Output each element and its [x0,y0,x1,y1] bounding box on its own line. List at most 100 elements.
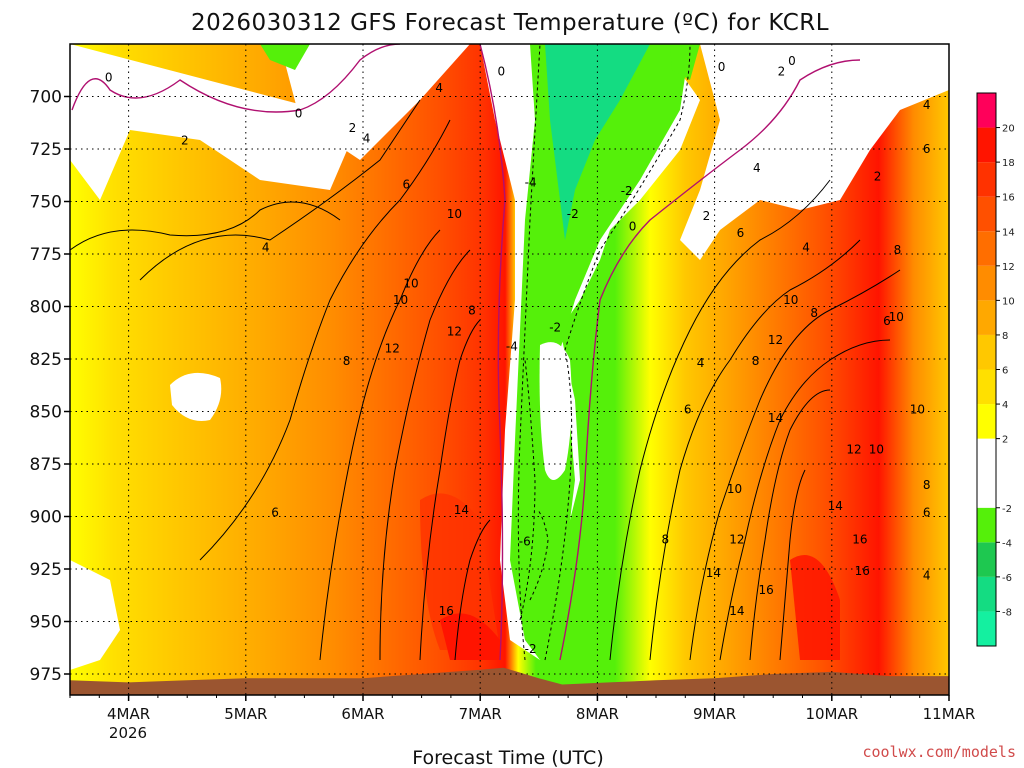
contour-4c-left [139,99,421,281]
chart-title: 2026030312 GFS Forecast Temperature (ºC)… [191,10,829,36]
colorbar-tick-label: -8 [1002,607,1012,618]
x-year-label: 2026 [109,724,147,742]
warm-pocket-inside-cold [539,342,572,480]
contour-label: 8 [343,354,351,368]
contour-label: 10 [727,482,742,496]
contour-neg6 [529,509,549,601]
contour-label: 8 [923,478,931,492]
zero-line-upper-left [71,44,401,113]
cold-core-aloft [545,44,650,240]
contour-label: 12 [385,342,400,356]
contour-8c-right [689,269,901,661]
y-tick-label: 900 [30,508,62,528]
contour-label: 0 [718,60,726,74]
colorbar-swatch [977,300,996,335]
y-tick-label: 850 [30,403,62,423]
contour-label: -2 [549,321,561,335]
contour-label: 2 [778,64,786,78]
contour-10c-left [379,249,471,661]
contour-label: 2 [181,134,189,148]
y-tick-label: 725 [30,140,62,160]
contour-label: 0 [629,220,637,234]
contour-14c-right [779,469,806,661]
contour-label: 4 [923,98,931,112]
contour-label: 4 [262,241,270,255]
contour-label: -6 [519,535,531,549]
colorbar-tick-label: 20 [1002,124,1015,135]
colorbar-swatch [977,611,996,646]
colorbar-tick-label: 12 [1002,262,1015,273]
contour-label: 16 [439,604,454,618]
contour-label: -2 [567,207,579,221]
contour-6c-right [649,239,861,661]
contour-label: 0 [497,64,505,78]
y-tick-label: 775 [30,245,62,265]
contour-label: 12 [447,325,462,339]
cold-region-upper-right [680,44,949,260]
contour-label: 2 [703,209,711,223]
contour-label: -4 [525,176,537,190]
contour-label: 8 [752,354,760,368]
y-tick-label: 700 [30,88,62,108]
credit-text: coolwx.com/models [862,743,1016,761]
cold-slivers [260,44,700,80]
colorbar-swatch [977,369,996,405]
contour-label: 16 [852,533,867,547]
contour-label: 6 [923,505,931,519]
x-tick-label: 5MAR [224,705,267,723]
contour-label: 12 [846,442,861,456]
contour-label: -4 [506,339,518,353]
cold-air-mass-core [510,44,690,660]
contour-label: 14 [828,499,843,513]
colorbar-tick-label: 2 [1002,435,1008,446]
colorbar-tick-label: 16 [1002,193,1015,204]
contour-label: 8 [894,243,902,257]
zero-line-east [559,59,861,661]
contour-label: 14 [454,503,469,517]
colorbar-swatch [977,404,996,439]
x-tick-label: 9MAR [693,705,736,723]
contour-label: 2 [349,121,357,135]
colorbar-tick-label: 8 [1002,331,1008,342]
contour-neg4 [519,359,536,621]
y-axis: 700 725 750 775 800 825 850 875 900 925 950 975 [30,88,70,685]
contour-label: 8 [662,533,670,547]
contour-2c-left [70,201,341,251]
y-tick-label: 950 [30,613,62,633]
contour-label: 6 [883,314,891,328]
colorbar-swatch [977,507,996,543]
colorbar: 20 18 16 14 12 10 8 6 4 2 -2 -4 -6 -8 [976,92,1015,647]
contour-label: 0 [295,106,303,120]
contour-label: 16 [855,564,870,578]
contour-label: -2 [525,642,537,656]
y-tick-label: 975 [30,665,62,685]
contour-label: 4 [753,161,761,175]
y-tick-label: 750 [30,193,62,213]
colorbar-tick-label: 4 [1002,400,1008,411]
contour-label: 6 [684,402,692,416]
colorbar-swatch [977,265,996,301]
contour-label: 14 [768,411,783,425]
contour-neg2-east [544,44,691,661]
colorbar-tick-label: -6 [1002,573,1012,584]
y-tick-label: 875 [30,455,62,475]
terrain-below-ground [70,667,949,695]
contour-label: 14 [729,604,744,618]
colorbar-swatch [977,231,996,266]
x-tick-label: 10MAR [805,705,858,723]
contour-label: 16 [759,583,774,597]
contour-label: 6 [403,178,411,192]
hot-core-7mar [440,613,500,660]
contour-label: 10 [447,207,462,221]
colorbar-swatch [977,576,996,612]
contour-neg2-west [517,44,541,661]
contour-label: 10 [403,276,418,290]
colorbar-swatch [977,438,996,508]
y-tick-label: 800 [30,298,62,318]
colorbar-swatch [977,334,996,370]
contour-label: 8 [468,304,476,318]
contour-label: 6 [737,226,745,240]
